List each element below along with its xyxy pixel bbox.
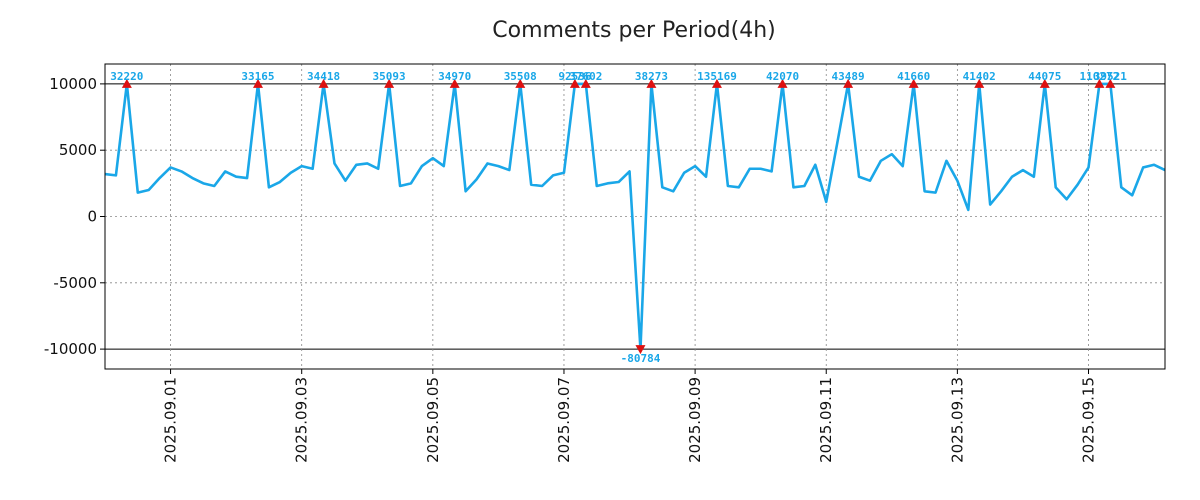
peak-value-label: 43489 xyxy=(832,70,865,83)
plot-frame xyxy=(104,63,1166,370)
x-tick-label: 2025.09.09 xyxy=(686,377,704,463)
y-tick-label: 5000 xyxy=(59,141,97,159)
peak-value-label: 42070 xyxy=(766,70,799,83)
peak-marker xyxy=(515,78,526,88)
series-line-comments xyxy=(104,82,1166,351)
peak-marker xyxy=(121,78,132,88)
series-layer xyxy=(104,82,1166,351)
y-tick-label: 10000 xyxy=(49,75,97,93)
grid-layer xyxy=(105,64,1165,369)
peak-marker xyxy=(908,78,919,88)
peak-value-label: 92536 xyxy=(558,70,591,83)
x-axis-ticks: 2025.09.01 2025.09.03 2025.09.05 2025.09.07… xyxy=(162,369,1098,463)
peak-value-label: 32220 xyxy=(110,70,143,83)
peak-marker xyxy=(384,78,395,88)
peak-marker xyxy=(711,78,722,88)
peak-value-label: 39521 xyxy=(1094,70,1127,83)
x-tick-label: 2025.09.13 xyxy=(948,377,966,463)
y-tick-label: -5000 xyxy=(53,274,97,292)
peak-marker xyxy=(777,78,788,88)
peak-value-label: 37602 xyxy=(569,70,602,83)
peak-marker xyxy=(449,78,460,88)
peak-marker xyxy=(580,78,591,88)
trough-marker xyxy=(635,345,646,355)
peak-value-label: 34970 xyxy=(438,70,471,83)
peak-marker xyxy=(1105,78,1116,88)
peak-value-label: 135169 xyxy=(697,70,737,83)
y-axis-ticks: 10000 5000 0 -5000 -10000 xyxy=(44,75,105,358)
peak-marker xyxy=(1094,78,1105,88)
chart-title: Comments per Period(4h) xyxy=(492,18,776,43)
peak-value-label: 33165 xyxy=(241,70,274,83)
x-tick-label: 2025.09.03 xyxy=(293,377,311,463)
x-tick-label: 2025.09.07 xyxy=(555,377,573,463)
x-tick-label: 2025.09.11 xyxy=(817,377,835,463)
peak-marker xyxy=(569,78,580,88)
peak-value-label: 41402 xyxy=(963,70,996,83)
peak-marker xyxy=(974,78,985,88)
trough-value-label: -80784 xyxy=(621,352,661,365)
peak-value-label: 44075 xyxy=(1028,70,1061,83)
x-tick-label: 2025.09.15 xyxy=(1080,377,1098,463)
y-tick-label: -10000 xyxy=(44,340,97,358)
x-tick-label: 2025.09.05 xyxy=(424,377,442,463)
peak-value-label: 35508 xyxy=(504,70,537,83)
peak-markers: 32220 33165 34418 35093 34970 35508 9253637602… xyxy=(110,70,1127,365)
x-tick-label: 2025.09.01 xyxy=(162,377,180,463)
peak-marker xyxy=(1039,78,1050,88)
peak-value-label: 38273 xyxy=(635,70,668,83)
peak-value-label: 34418 xyxy=(307,70,340,83)
peak-marker xyxy=(318,78,329,88)
y-tick-label: 0 xyxy=(87,208,97,226)
peak-value-label: 110272 xyxy=(1080,70,1120,83)
peak-value-label: 35093 xyxy=(373,70,406,83)
peak-marker xyxy=(843,78,854,88)
peak-marker xyxy=(252,78,263,88)
peak-marker xyxy=(646,78,657,88)
peak-value-label: 41660 xyxy=(897,70,930,83)
